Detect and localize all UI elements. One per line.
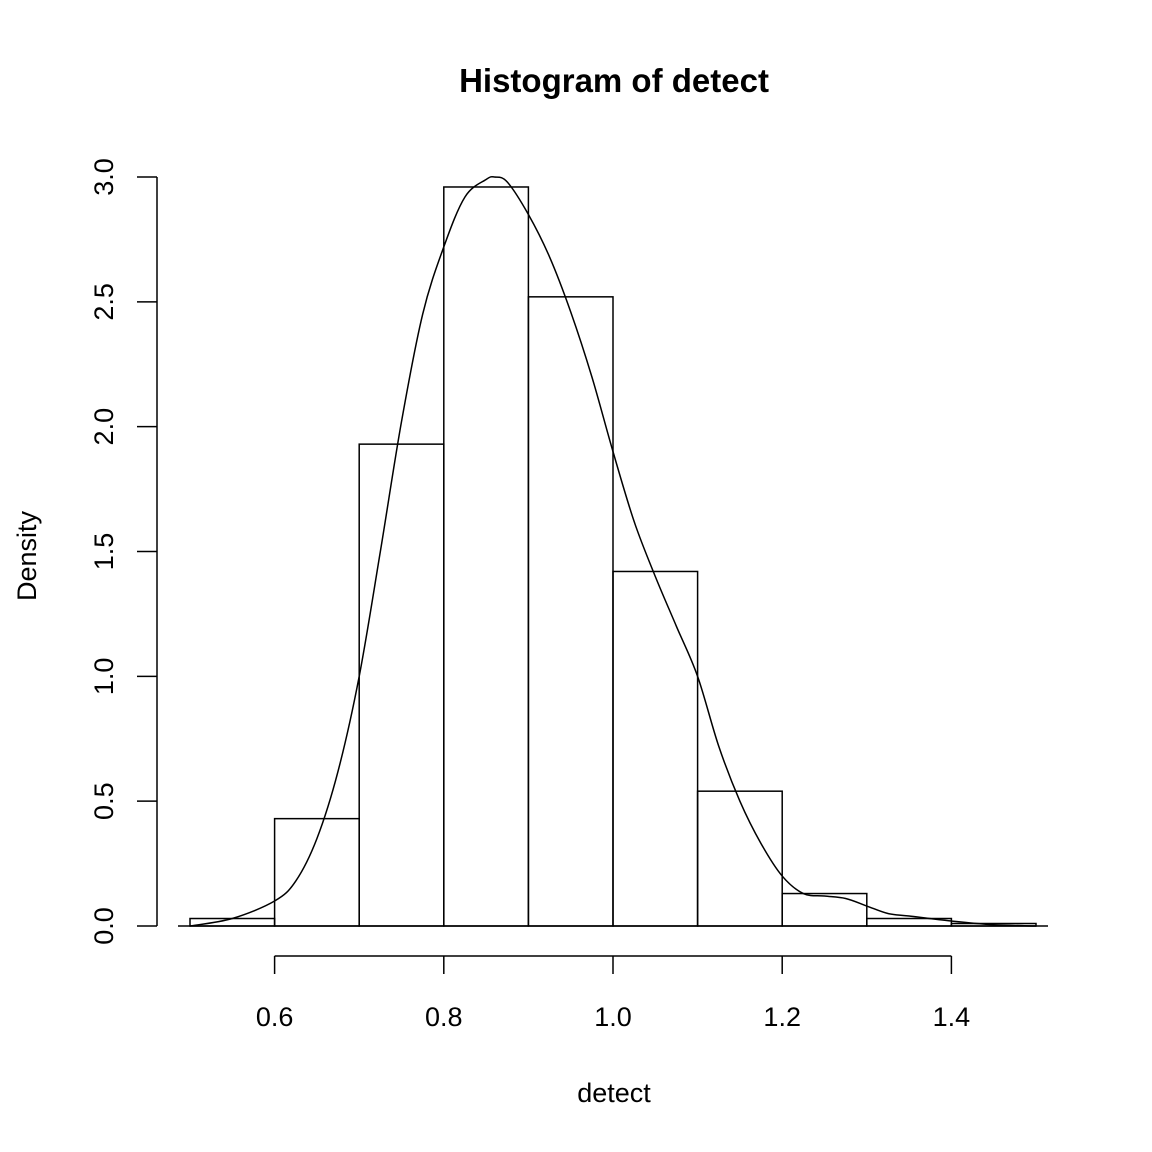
histogram-bar — [612, 570, 699, 927]
y-tick-label: 2.0 — [89, 408, 119, 446]
histogram-bar — [443, 186, 530, 927]
x-tick-label: 1.2 — [763, 1002, 801, 1032]
histogram-bars — [189, 186, 1037, 927]
x-tick-label: 1.0 — [594, 1002, 632, 1032]
x-axis: 0.6 0.8 1.0 1.2 1.4 — [256, 955, 971, 1032]
histogram-bar — [527, 296, 614, 927]
histogram-bar — [273, 817, 360, 927]
x-tick-label: 0.8 — [425, 1002, 463, 1032]
y-tick-label: 0.0 — [89, 907, 119, 945]
y-tick-label: 3.0 — [89, 158, 119, 196]
y-axis: 0.0 0.5 1.0 1.5 2.0 2.5 3.0 — [89, 158, 158, 945]
y-tick-label: 0.5 — [89, 782, 119, 820]
x-axis-label: detect — [577, 1078, 651, 1108]
y-tick-label: 2.5 — [89, 283, 119, 321]
x-tick-label: 0.6 — [256, 1002, 294, 1032]
y-tick-label: 1.0 — [89, 658, 119, 696]
density-curve — [189, 175, 1037, 927]
chart-title: Histogram of detect — [459, 62, 769, 99]
y-axis-label: Density — [12, 510, 42, 601]
y-tick-label: 1.5 — [89, 533, 119, 571]
histogram-bar — [781, 892, 868, 927]
x-tick-label: 1.4 — [933, 1002, 971, 1032]
histogram-bar — [358, 443, 445, 927]
